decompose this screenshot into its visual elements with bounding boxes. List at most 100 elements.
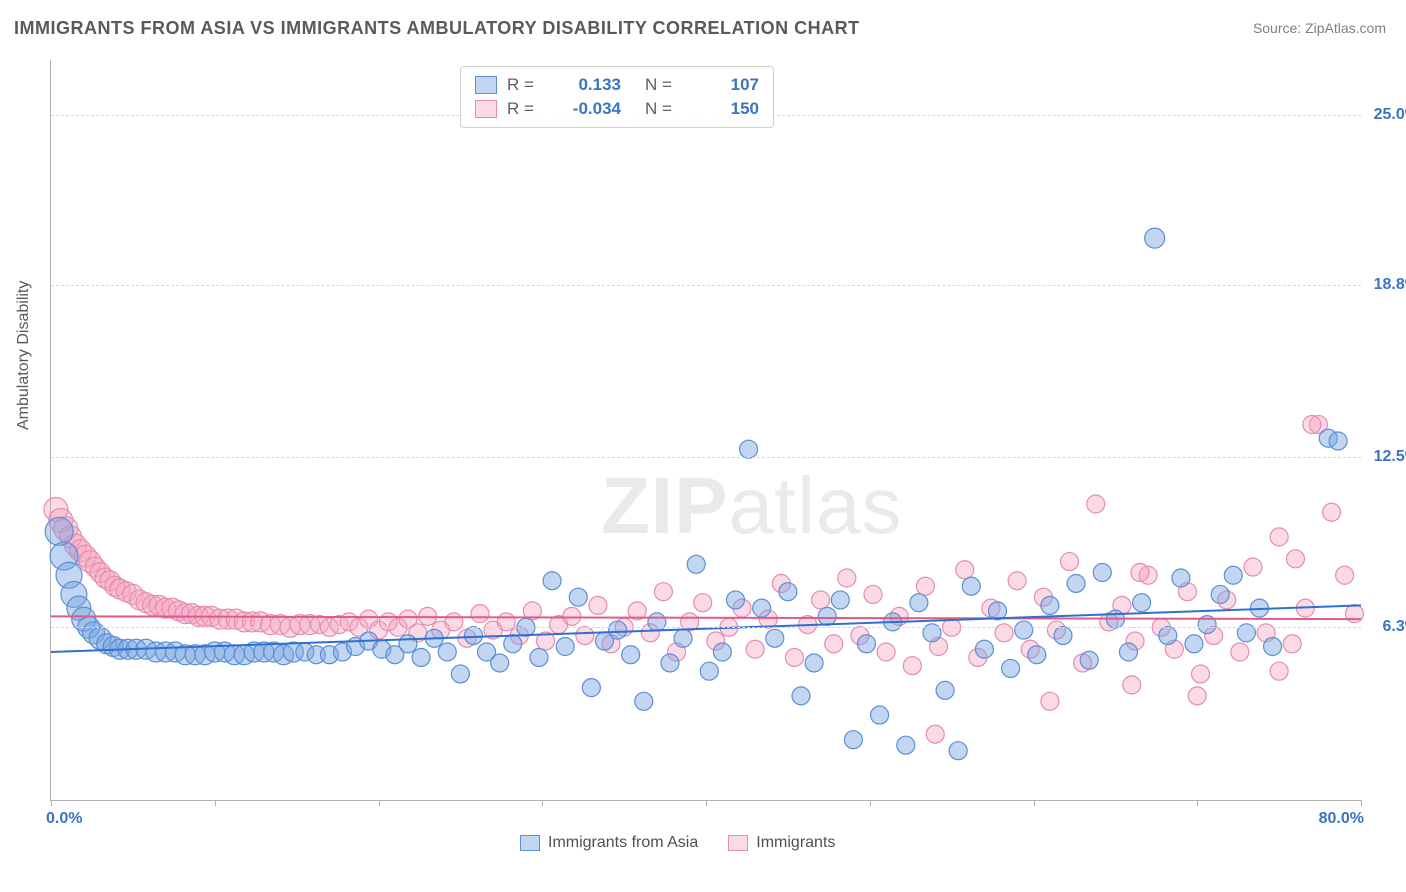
data-point [1008, 572, 1026, 590]
n-value: 107 [689, 73, 759, 97]
data-point [1145, 228, 1165, 248]
data-point [674, 629, 692, 647]
data-point [582, 679, 600, 697]
data-point [785, 648, 803, 666]
legend-item: Immigrants from Asia [520, 834, 698, 852]
data-point [1002, 659, 1020, 677]
data-point [1264, 638, 1282, 656]
data-point [956, 561, 974, 579]
data-point [838, 569, 856, 587]
data-point [1303, 416, 1321, 434]
x-tick [51, 800, 52, 806]
data-point [864, 585, 882, 603]
y-tick-label: 6.3% [1383, 618, 1406, 636]
gridline [51, 285, 1361, 286]
data-point [949, 742, 967, 760]
data-point [543, 572, 561, 590]
data-point [1323, 503, 1341, 521]
data-point [1287, 550, 1305, 568]
legend-label: Immigrants [756, 834, 835, 852]
data-point [661, 654, 679, 672]
data-point [713, 643, 731, 661]
legend-swatch [475, 76, 497, 94]
data-point [1270, 662, 1288, 680]
data-point [975, 640, 993, 658]
data-point [569, 588, 587, 606]
y-tick-label: 12.5% [1374, 448, 1406, 466]
data-point [1336, 566, 1354, 584]
data-point [812, 591, 830, 609]
data-point [1015, 621, 1033, 639]
data-point [1054, 627, 1072, 645]
x-tick [215, 800, 216, 806]
x-tick [1197, 800, 1198, 806]
data-point [687, 555, 705, 573]
data-point [491, 654, 509, 672]
data-point [609, 621, 627, 639]
data-point [1283, 635, 1301, 653]
data-point [740, 440, 758, 458]
x-tick [379, 800, 380, 806]
data-point [1192, 665, 1210, 683]
data-point [825, 635, 843, 653]
legend-row: R =-0.034N =150 [475, 97, 759, 121]
data-point [766, 629, 784, 647]
data-point [844, 731, 862, 749]
y-tick-label: 18.8% [1374, 276, 1406, 294]
data-point [1131, 564, 1149, 582]
data-point [700, 662, 718, 680]
data-point [451, 665, 469, 683]
data-point [1061, 553, 1079, 571]
data-point [622, 646, 640, 664]
legend-swatch [520, 835, 540, 851]
x-max-label: 80.0% [1319, 810, 1364, 828]
legend-swatch [475, 100, 497, 118]
data-point [654, 583, 672, 601]
data-point [1028, 646, 1046, 664]
data-point [746, 640, 764, 658]
legend-label: Immigrants from Asia [548, 834, 698, 852]
data-point [576, 627, 594, 645]
gridline [51, 627, 1361, 628]
correlation-legend: R =0.133N =107R =-0.034N =150 [460, 66, 774, 128]
data-point [916, 577, 934, 595]
n-value: 150 [689, 97, 759, 121]
data-point [910, 594, 928, 612]
n-label: N = [645, 73, 679, 97]
data-point [1041, 596, 1059, 614]
plot-area: ZIPatlas 6.3%12.5%18.8%25.0% [50, 60, 1361, 801]
data-point [962, 577, 980, 595]
r-label: R = [507, 73, 541, 97]
n-label: N = [645, 97, 679, 121]
scatter-svg [51, 60, 1361, 800]
data-point [1231, 643, 1249, 661]
x-tick [706, 800, 707, 806]
data-point [464, 627, 482, 645]
r-value: 0.133 [551, 73, 621, 97]
x-min-label: 0.0% [46, 810, 82, 828]
source-label: Source: ZipAtlas.com [1253, 20, 1386, 36]
data-point [1224, 566, 1242, 584]
data-point [438, 643, 456, 661]
legend-row: R = 0.133 N = 107 [475, 73, 759, 97]
data-point [726, 591, 744, 609]
legend-item: Immigrants [728, 834, 835, 852]
data-point [936, 681, 954, 699]
data-point [556, 638, 574, 656]
data-point [1119, 643, 1137, 661]
x-tick [870, 800, 871, 806]
data-point [1123, 676, 1141, 694]
data-point [471, 605, 489, 623]
data-point [635, 692, 653, 710]
data-point [412, 648, 430, 666]
data-point [831, 591, 849, 609]
data-point [779, 583, 797, 601]
data-point [897, 736, 915, 754]
data-point [1133, 594, 1151, 612]
r-label: R = [507, 97, 541, 121]
data-point [1185, 635, 1203, 653]
data-point [530, 648, 548, 666]
data-point [871, 706, 889, 724]
data-point [818, 607, 836, 625]
x-tick [542, 800, 543, 806]
